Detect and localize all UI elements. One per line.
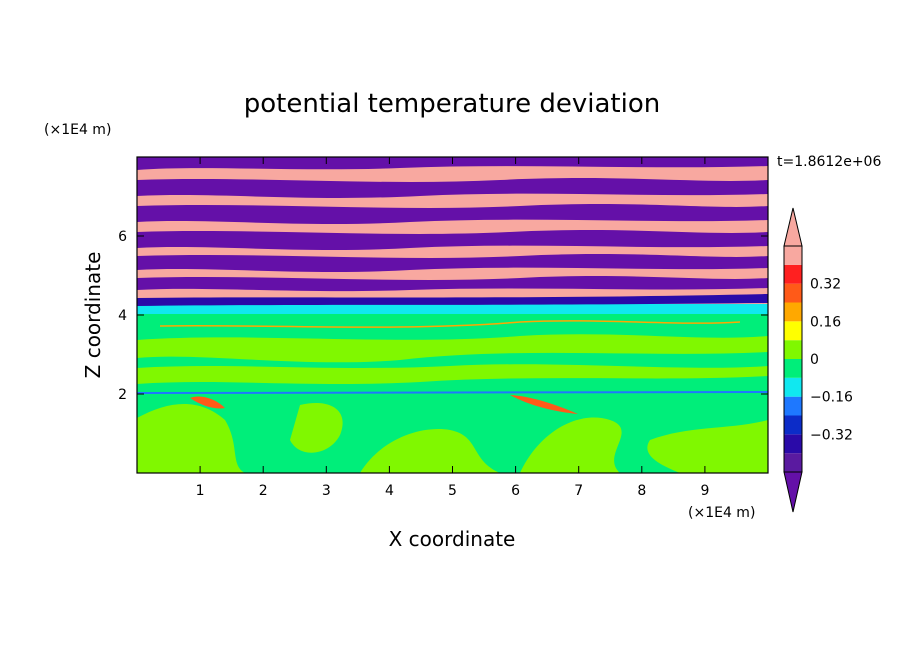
- y-tick-label: 6: [118, 229, 127, 245]
- cold-band: [137, 204, 768, 224]
- warm-streak: [510, 395, 578, 414]
- y-tick-label: 2: [118, 387, 127, 403]
- colorbar-tick-label: 0.16: [810, 314, 841, 330]
- colorbar-under-arrow: [783, 471, 803, 513]
- cold-band: [137, 178, 768, 198]
- colorbar-segment: [784, 396, 802, 416]
- time-label: t=1.8612e+06: [777, 154, 881, 170]
- cold-band: [137, 230, 768, 250]
- colorbar-segment: [784, 340, 802, 359]
- x-tick-label: 1: [196, 483, 205, 499]
- colorbar-segment: [784, 283, 802, 303]
- colorbar-tick-label: −0.32: [810, 427, 853, 443]
- x-tick-label: 9: [700, 483, 709, 499]
- colorbar-segment: [784, 302, 802, 322]
- y-axis-label: Z coordinate: [81, 252, 105, 379]
- x-tick-label: 7: [574, 483, 583, 499]
- colorbar-tick-label: 0.32: [810, 277, 841, 293]
- warm-line: [159, 320, 741, 328]
- y-unit-label: (×1E4 m): [44, 122, 111, 138]
- lower-patch: [137, 404, 245, 473]
- x-tick-label: 4: [385, 483, 394, 499]
- lower-patch: [360, 429, 500, 473]
- colorbar-segment: [784, 434, 802, 454]
- colorbar-segment: [784, 453, 802, 472]
- colorbar-segment: [784, 415, 802, 435]
- colorbar-over-arrow: [783, 207, 803, 247]
- y-ticks: 2 4 6: [118, 229, 768, 403]
- lower-patch: [290, 403, 343, 453]
- lower-patch: [647, 420, 768, 473]
- contour-field: [137, 157, 768, 473]
- warm-streak: [190, 396, 225, 409]
- x-tick-label: 3: [322, 483, 331, 499]
- cold-band: [137, 294, 768, 306]
- colorbar-tick-label: 0: [810, 352, 819, 368]
- x-tick-label: 5: [448, 483, 457, 499]
- colorbar-segment: [784, 359, 802, 378]
- colorbar-frame: [783, 245, 803, 473]
- cold-line: [137, 391, 768, 394]
- middle-band: [137, 334, 768, 363]
- chart-title: potential temperature deviation: [244, 89, 660, 119]
- x-ticks: 1 2 3 4 5 6 7 8 9: [196, 157, 709, 499]
- colorbar: 0.32 0.16 0 −0.16 −0.32: [783, 207, 853, 513]
- x-unit-label: (×1E4 m): [688, 505, 755, 521]
- colorbar-segment: [784, 321, 802, 341]
- x-tick-label: 8: [637, 483, 646, 499]
- x-tick-label: 2: [259, 483, 268, 499]
- x-axis-label: X coordinate: [389, 527, 516, 551]
- colorbar-tick-label: −0.16: [810, 390, 853, 406]
- colorbar-segment: [784, 377, 802, 397]
- middle-band: [137, 364, 768, 384]
- interface-band: [137, 304, 768, 314]
- colorbar-segment: [784, 246, 802, 265]
- lower-patch: [520, 417, 622, 473]
- y-tick-label: 4: [118, 308, 127, 324]
- colorbar-segment: [784, 264, 802, 284]
- x-tick-label: 6: [511, 483, 520, 499]
- cold-band: [137, 254, 768, 272]
- cold-band: [137, 276, 768, 292]
